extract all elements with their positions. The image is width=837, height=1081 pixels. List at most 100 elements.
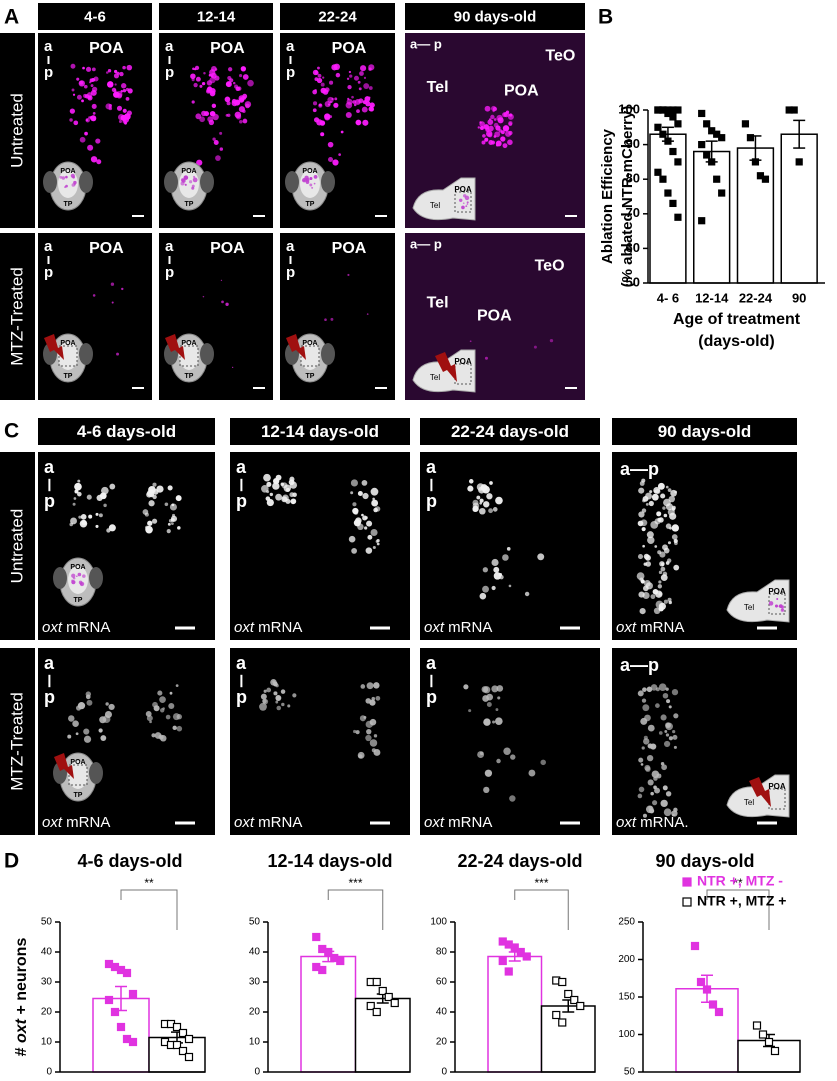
cell-signal: [242, 74, 249, 80]
cell-signal: [654, 787, 660, 794]
data-point: [178, 1028, 188, 1038]
cell-signal: [89, 81, 92, 84]
cell-signal: [353, 510, 359, 515]
cell-signal: [370, 487, 379, 496]
column-header-bg: [405, 3, 585, 30]
cell-signal: [363, 76, 367, 80]
cell-signal: [205, 89, 211, 94]
cell-signal: [640, 763, 644, 766]
data-point: [708, 1000, 718, 1009]
x-tick-label: 12-14: [695, 290, 729, 305]
cell-signal: [68, 715, 75, 722]
data-point: [659, 130, 667, 138]
y-tick-label: 100: [430, 917, 447, 928]
data-point: [718, 189, 726, 197]
column-header-bg: [420, 418, 600, 445]
cell-signal: [108, 103, 112, 108]
cell-signal: [496, 685, 504, 692]
cell-signal: [122, 65, 126, 70]
data-point: [758, 1030, 768, 1039]
cell-signal: [650, 743, 657, 750]
schematic-label: Tel: [744, 603, 754, 612]
cell-signal: [266, 481, 272, 487]
cell-signal: [260, 693, 267, 700]
cell-signal: [486, 702, 492, 707]
cell-signal: [98, 728, 103, 733]
cell-signal: [465, 205, 468, 208]
row-label-bg: [0, 33, 35, 228]
cell-signal: [642, 544, 645, 548]
cell-signal: [235, 101, 238, 105]
y-tick-label: 50: [626, 274, 640, 289]
cell-signal: [508, 122, 513, 126]
cell-signal: [191, 100, 195, 104]
cell-signal: [90, 156, 98, 163]
cell-signal: [90, 84, 94, 88]
schematic-label: Tel: [430, 201, 440, 210]
cell-signal: [327, 96, 334, 104]
data-point: [664, 137, 672, 145]
cell-signal: [503, 747, 511, 755]
schematic-eye: [79, 171, 93, 193]
cell-signal: [151, 733, 156, 738]
cell-signal: [175, 684, 179, 688]
data-point: [703, 151, 711, 159]
data-point: [184, 1034, 194, 1044]
cell-signal: [195, 76, 201, 82]
data-point: [790, 106, 798, 114]
cell-signal: [107, 69, 112, 73]
cell-signal: [372, 545, 376, 549]
schematic-label: POA: [60, 168, 75, 175]
cell-signal: [261, 485, 269, 493]
cell-signal: [667, 541, 671, 545]
cell-signal: [654, 545, 658, 548]
y-tick-label: 200: [618, 954, 635, 965]
cell-signal: [672, 730, 676, 734]
cell-signal: [352, 502, 357, 507]
data-point: [384, 992, 393, 1002]
cell-signal: [67, 734, 72, 739]
cell-signal: [361, 106, 368, 113]
cell-signal: [266, 687, 272, 693]
cell-signal: [662, 506, 666, 510]
cell-signal: [84, 131, 88, 136]
data-point: [366, 1001, 375, 1011]
cell-signal: [642, 813, 648, 818]
cell-signal: [463, 684, 469, 690]
schematic-eye: [89, 567, 103, 589]
data-point: [390, 998, 399, 1008]
orientation-label: p: [236, 687, 247, 707]
caption-part: mRNA: [636, 619, 684, 636]
caption: oxt mRNA: [42, 619, 110, 636]
cell-signal: [91, 77, 96, 82]
y-tick-label: 60: [626, 240, 640, 255]
cell-signal: [239, 120, 243, 124]
cell-signal: [528, 769, 536, 777]
caption-part: mRNA: [444, 619, 492, 636]
data-point: [669, 113, 677, 121]
cell-signal: [499, 574, 504, 580]
y-label-part: #: [13, 1043, 30, 1056]
orientation-label: a: [44, 38, 53, 55]
schematic-label: Tel: [430, 373, 440, 382]
cell-signal: [656, 773, 662, 779]
data-point: [564, 989, 573, 999]
data-point: [128, 1037, 138, 1047]
cell-signal: [674, 490, 677, 494]
cell-signal: [232, 366, 234, 368]
cell-signal: [263, 689, 267, 693]
cell-signal: [80, 514, 87, 520]
cell-signal: [657, 550, 662, 555]
cell-signal: [192, 67, 195, 71]
cell-signal: [646, 531, 654, 539]
cell-signal: [490, 114, 495, 120]
schematic-label: POA: [454, 357, 472, 366]
data-point: [746, 134, 755, 142]
orientation-label: p: [44, 687, 55, 707]
cell-signal: [366, 313, 369, 315]
cell-signal: [495, 708, 499, 711]
caption-part: mRNA.: [636, 814, 689, 831]
cell-signal: [109, 483, 116, 490]
cell-signal: [650, 684, 658, 691]
cell-signal: [152, 482, 157, 487]
